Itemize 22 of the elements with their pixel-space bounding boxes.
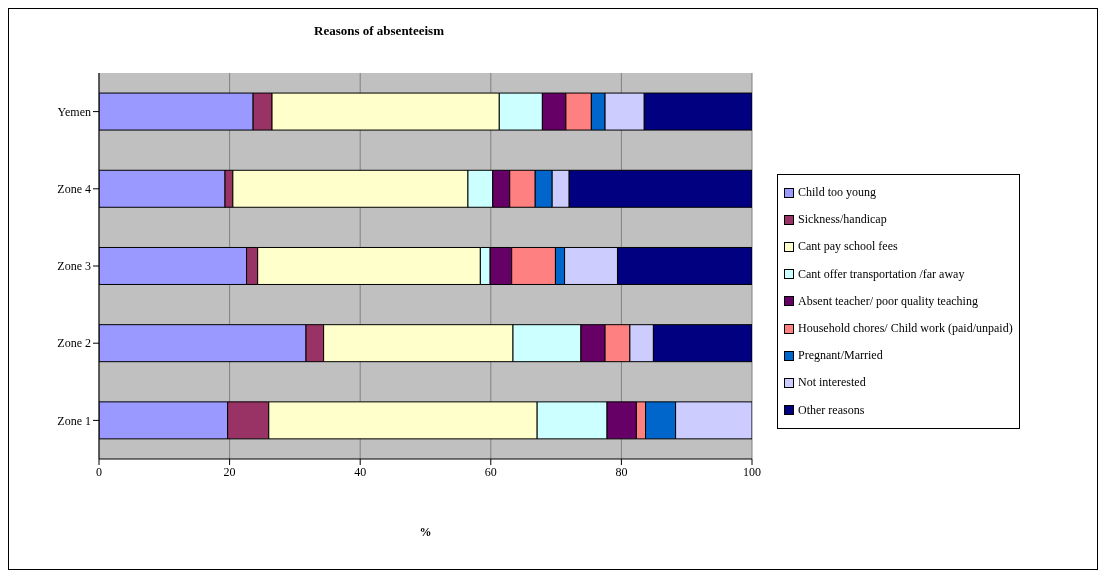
legend-label: Other reasons [798,402,865,418]
x-tick-label: 0 [96,464,102,479]
legend-label: Absent teacher/ poor quality teaching [798,293,978,309]
x-axis-title: % [418,525,433,540]
legend-label: Cant pay school fees [798,239,898,255]
legend-label: Not interested [798,375,866,391]
legend-label: Household chores/ Child work (paid/unpaid) [798,321,1013,337]
y-tick-label: Zone 3 [57,259,91,274]
y-tick-label: Yemen [57,104,91,119]
x-tick-label: 80 [615,464,628,479]
x-tick-label: 40 [354,464,367,479]
y-tick-label: Zone 2 [57,336,91,351]
y-tick-label: Zone 1 [57,413,91,428]
legend-label: Pregnant/Married [798,348,883,364]
legend-label: Child too young [798,185,877,201]
x-tick-label: 60 [484,464,497,479]
legend-label: Sickness/handicap [798,212,887,228]
legend-label: Cant offer transportation /far away [798,266,965,282]
y-tick-label: Zone 4 [57,182,91,197]
chart-title: Reasons of absenteeism [313,23,445,39]
x-tick-label: 100 [743,464,761,479]
x-tick-label: 20 [223,464,236,479]
